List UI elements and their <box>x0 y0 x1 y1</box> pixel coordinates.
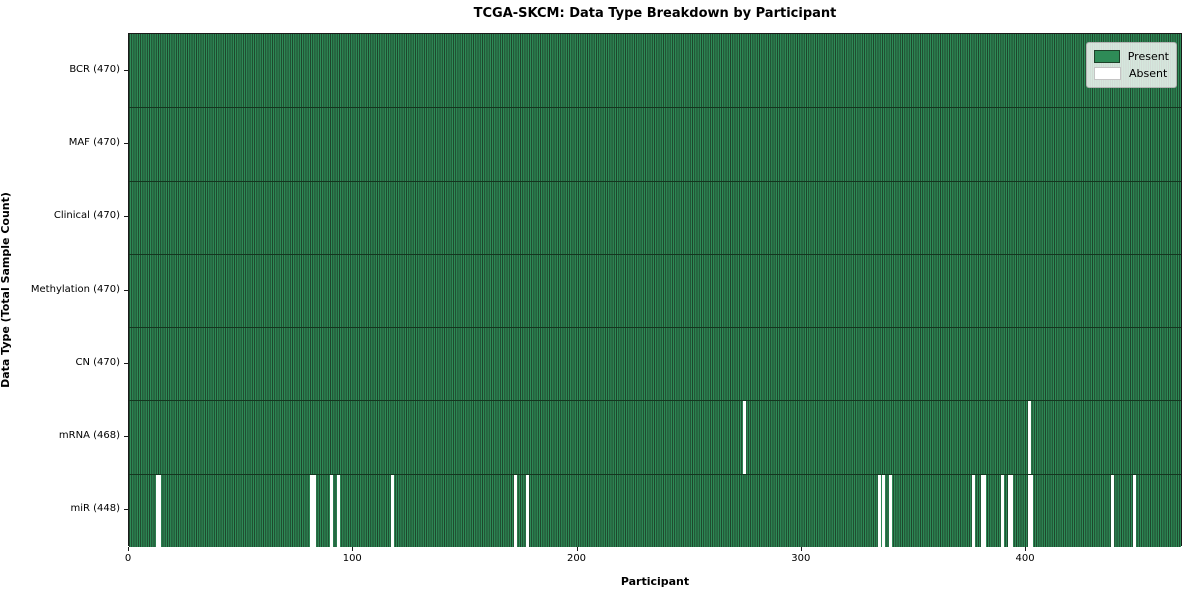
row-separator <box>129 253 1181 255</box>
present-swatch-icon <box>1094 50 1120 63</box>
x-tick-label: 300 <box>791 553 811 564</box>
absent-gap <box>1110 474 1114 547</box>
absent-gap <box>330 474 334 547</box>
y-tick-label-miR: miR (448) <box>70 503 120 515</box>
absent-gap <box>1000 474 1004 547</box>
heatmap-row-miR <box>129 473 1181 547</box>
x-tick-mark <box>576 547 578 551</box>
absent-gap <box>980 474 984 547</box>
y-tick-mark <box>124 69 128 71</box>
y-tick-mark <box>124 509 128 511</box>
absent-gap <box>337 474 341 547</box>
y-tick-label-mRNA: mRNA (468) <box>58 430 120 442</box>
y-tick-mark <box>124 216 128 218</box>
x-tick-label: 0 <box>124 553 132 564</box>
y-tick-label-Methylation: Methylation (470) <box>30 283 120 295</box>
absent-gap <box>1009 474 1013 547</box>
absent-gap <box>310 474 314 547</box>
legend-entry-absent: Absent <box>1094 66 1169 81</box>
absent-gap <box>983 474 987 547</box>
heatmap-row-MAF <box>129 107 1181 181</box>
absent-gap <box>525 474 529 547</box>
row-separator <box>129 400 1181 402</box>
legend-label-present: Present <box>1127 50 1169 63</box>
absent-gap <box>1027 474 1031 547</box>
absent-gap <box>1007 474 1011 547</box>
y-tick-mark <box>124 142 128 144</box>
absent-gap <box>514 474 518 547</box>
x-tick-mark <box>128 547 129 551</box>
x-tick-label: 200 <box>566 553 587 564</box>
absent-gap <box>1030 474 1034 547</box>
legend: Present Absent <box>1086 42 1177 88</box>
x-tick-label: 100 <box>342 553 362 564</box>
y-tick-mark <box>124 362 128 364</box>
absent-gap <box>877 474 881 547</box>
legend-label-absent: Absent <box>1129 67 1168 80</box>
x-tick-mark <box>1025 547 1027 551</box>
heatmap-row-CN <box>129 327 1181 401</box>
absent-gap <box>155 474 159 547</box>
absent-gap <box>882 474 886 547</box>
heatmap-row-Clinical <box>129 180 1181 254</box>
chart-title: TCGA-SKCM: Data Type Breakdown by Partic… <box>473 6 837 21</box>
absent-gap <box>971 474 975 547</box>
absent-swatch-icon <box>1094 67 1121 80</box>
heatmap-row-mRNA <box>129 400 1181 474</box>
plot-area <box>128 33 1182 547</box>
heatmap-row-Methylation <box>129 253 1181 328</box>
absent-gap <box>1133 474 1137 547</box>
x-tick-label: 400 <box>1015 553 1035 564</box>
y-tick-label-Clinical: Clinical (470) <box>53 210 120 222</box>
y-tick-label-MAF: MAF (470) <box>68 136 120 148</box>
absent-gap <box>743 401 747 474</box>
absent-gap <box>1027 401 1031 474</box>
absent-gap <box>390 474 394 547</box>
absent-gap <box>888 474 892 547</box>
y-tick-label-BCR: BCR (470) <box>69 63 120 75</box>
absent-gap <box>157 474 161 547</box>
absent-gap <box>312 474 316 547</box>
y-tick-mark <box>124 436 128 438</box>
row-separator <box>129 107 1181 109</box>
x-tick-mark <box>352 547 354 551</box>
heatmap-row-BCR <box>129 34 1181 108</box>
x-tick-mark <box>800 547 802 551</box>
y-tick-label-CN: CN (470) <box>75 356 120 368</box>
legend-entry-present: Present <box>1094 49 1169 64</box>
y-tick-mark <box>124 289 128 291</box>
x-axis-label: Participant <box>620 575 690 588</box>
row-separator <box>129 180 1181 182</box>
row-separator <box>129 327 1181 329</box>
row-separator <box>129 473 1181 475</box>
